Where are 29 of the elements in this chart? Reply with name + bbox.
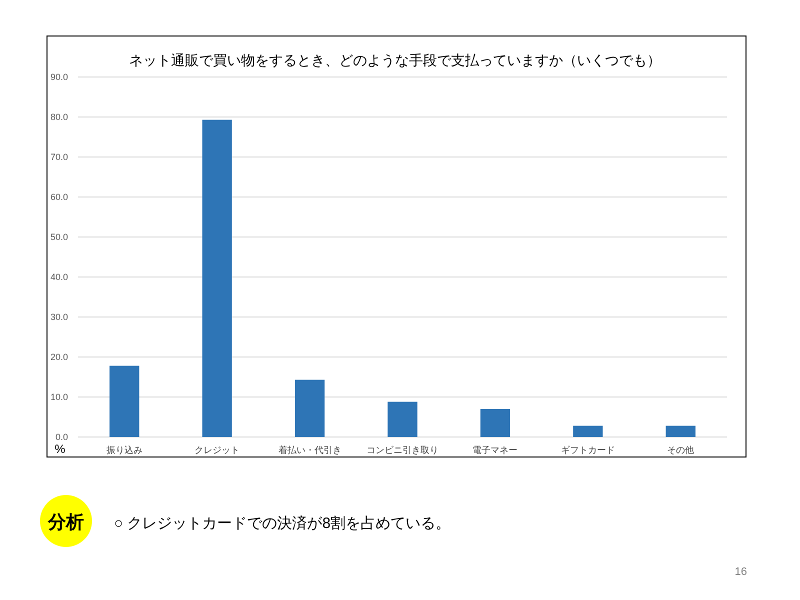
x-tick-label: 振り込み	[106, 445, 142, 455]
text: 分析	[47, 512, 84, 532]
y-tick-label: 20.0	[50, 352, 68, 362]
bar	[294, 380, 325, 437]
x-tick-label: 着払い・代引き	[278, 445, 342, 455]
y-tick-label: 10.0	[50, 392, 68, 402]
y-tick-label: 50.0	[50, 232, 68, 242]
x-tick-label: ギフトカード	[560, 445, 615, 455]
bar	[110, 366, 140, 437]
x-tick-label: その他	[667, 445, 694, 455]
y-tick-label: 70.0	[50, 152, 68, 162]
bar	[480, 409, 510, 437]
y-axis-title: %	[54, 442, 66, 456]
x-tick-label: クレジット	[194, 445, 240, 455]
text: ○ クレジットカードでの決済が8割を占めている。	[114, 515, 451, 532]
y-tick-label: 30.0	[50, 312, 68, 322]
x-tick-label: コンビニ引き取り	[366, 445, 438, 455]
chart-title: ネット通販で買い物をするとき、どのような手段で支払っていますか（いくつでも）	[129, 52, 661, 68]
bar	[388, 402, 418, 437]
y-tick-label: 0.0	[55, 432, 68, 442]
y-tick-label: 80.0	[50, 112, 68, 122]
x-tick-label: 電子マネー	[472, 445, 518, 455]
bar	[573, 426, 603, 437]
y-tick-label: 60.0	[50, 192, 68, 202]
y-tick-label: 90.0	[50, 72, 68, 82]
text: 16	[734, 566, 747, 578]
bar	[666, 426, 696, 437]
bar	[202, 120, 232, 437]
y-tick-label: 40.0	[50, 272, 68, 282]
